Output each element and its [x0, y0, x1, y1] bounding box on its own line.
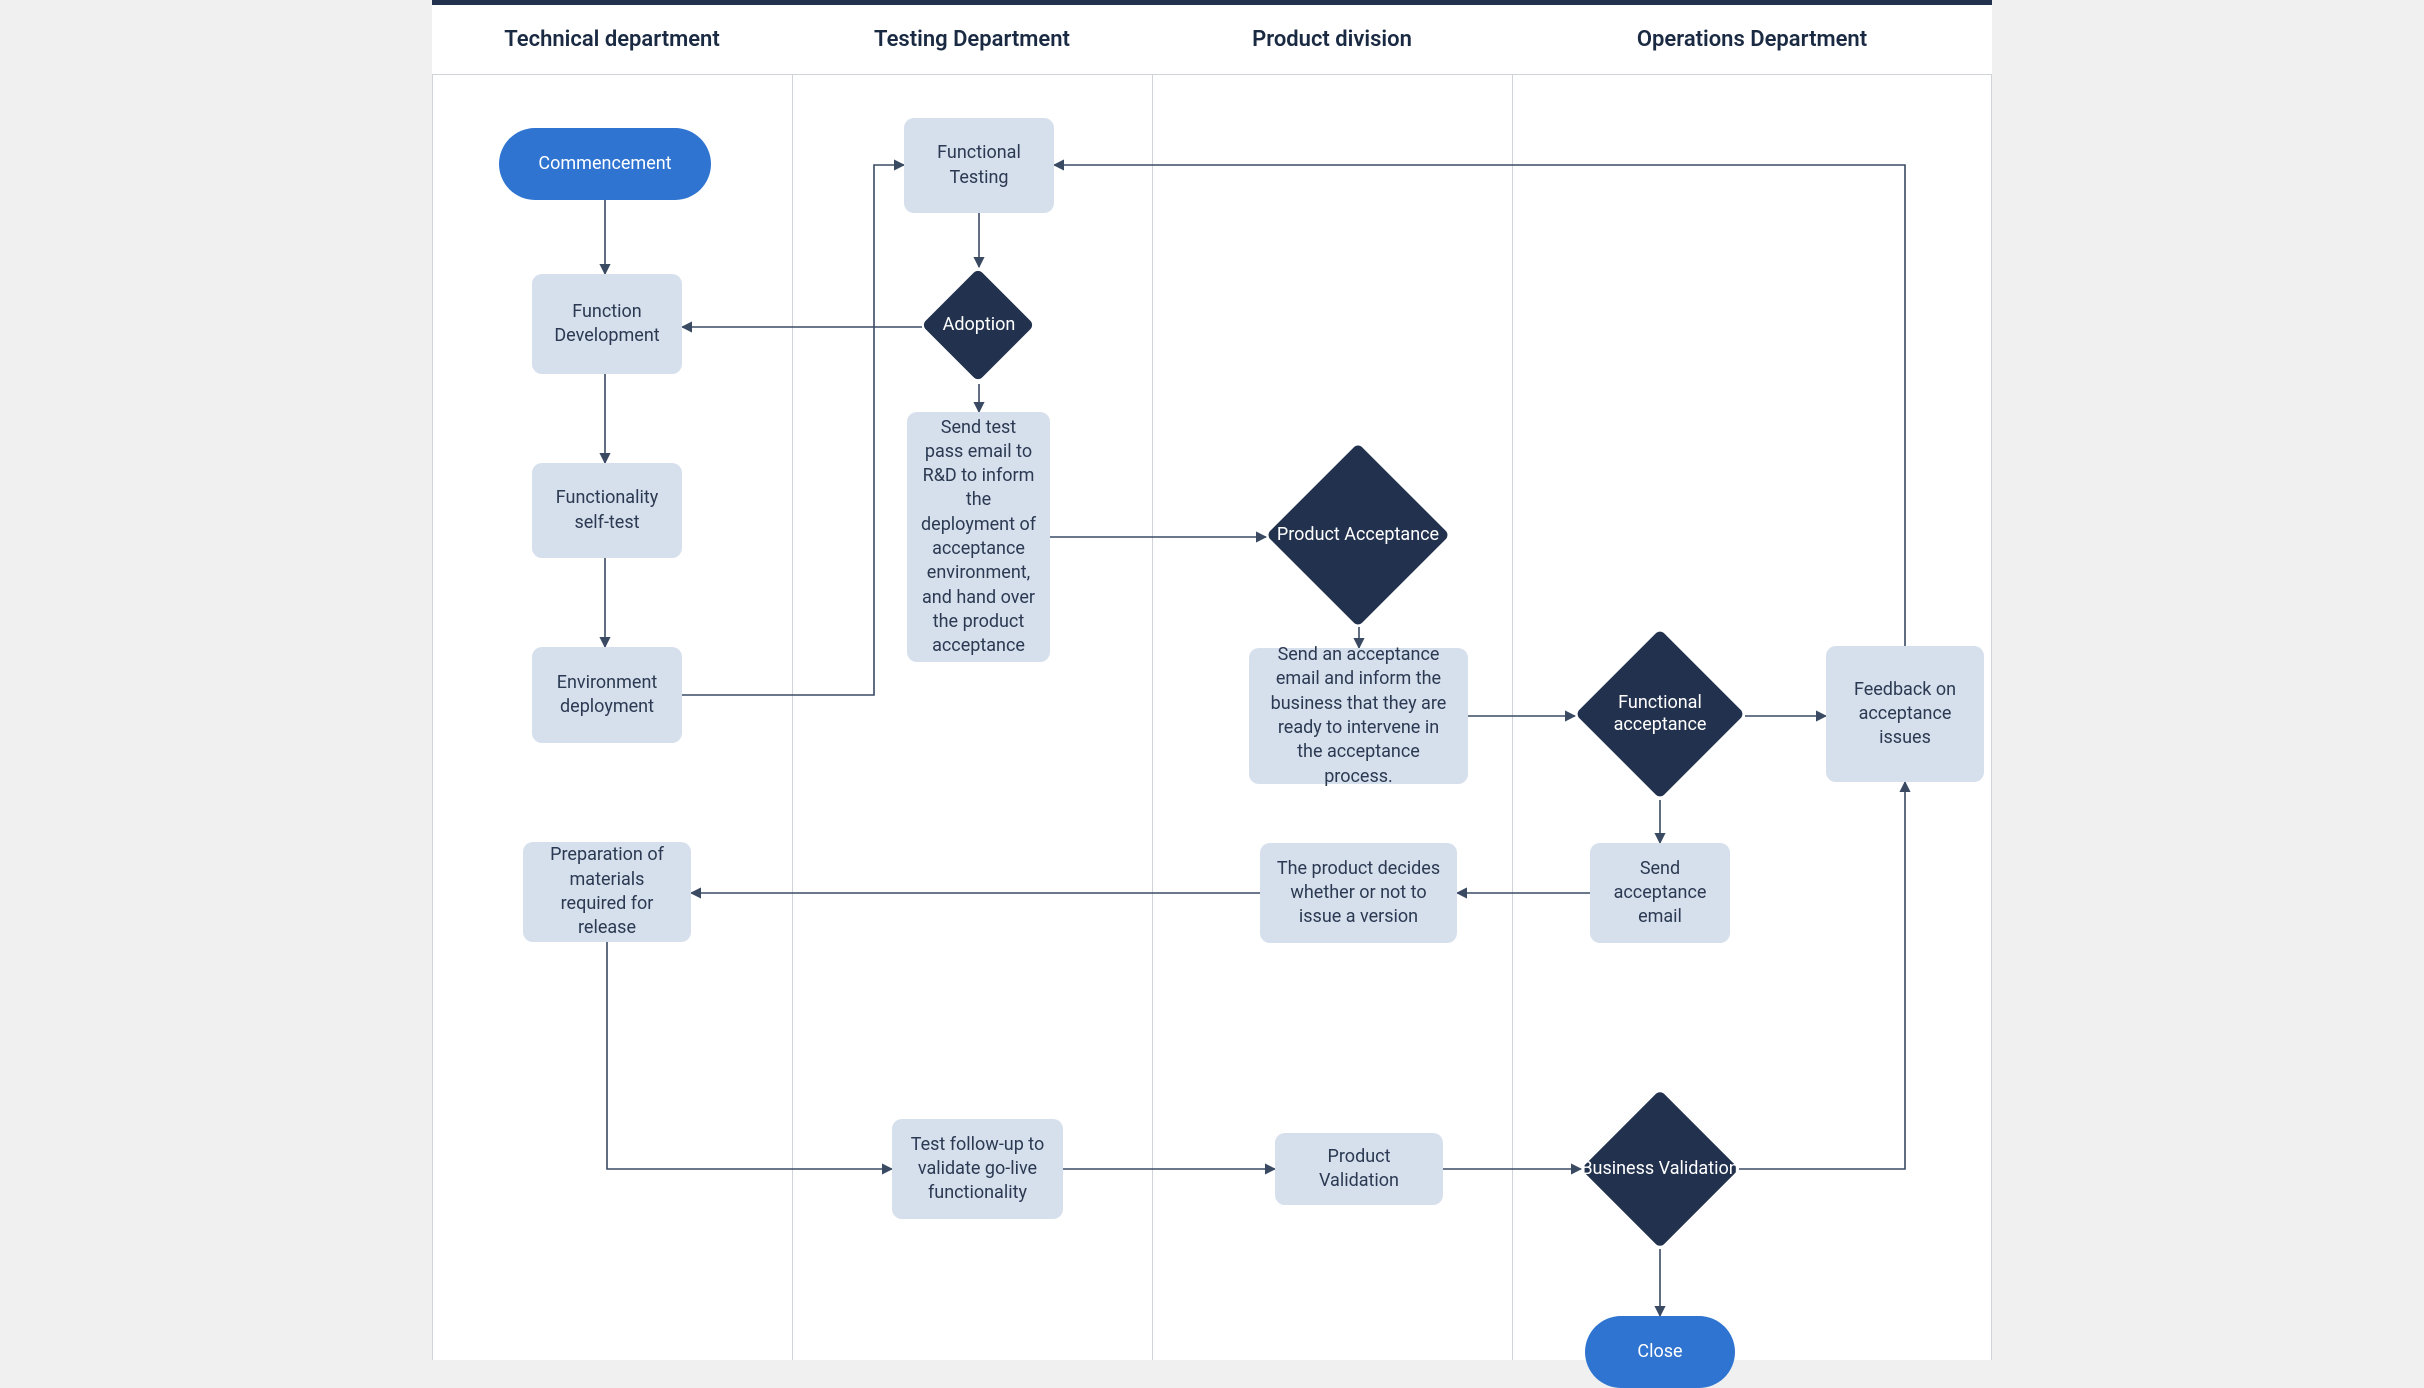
- lane-separator: [432, 75, 433, 1360]
- node-send-acceptance-inform: Send an acceptance email and inform the …: [1249, 648, 1468, 784]
- lane-header-ops: Operations Department: [1512, 5, 1992, 75]
- node-close: Close: [1585, 1316, 1735, 1388]
- node-product-validation: Product Validation: [1275, 1133, 1443, 1205]
- node-adoption: [921, 268, 1034, 381]
- lane-header-tech: Technical department: [432, 5, 792, 75]
- node-functionality-self-test: Functionality self-test: [532, 463, 682, 558]
- edge: [1739, 782, 1905, 1169]
- node-product-decides: The product decides whether or not to is…: [1260, 843, 1457, 943]
- node-function-development: Function Development: [532, 274, 682, 374]
- edge: [607, 942, 892, 1169]
- node-product-acceptance: [1266, 443, 1450, 627]
- lane-separator: [1512, 75, 1513, 1360]
- node-business-validation: [1581, 1090, 1739, 1248]
- node-send-acceptance-email: Send acceptance email: [1590, 843, 1730, 943]
- node-feedback: Feedback on acceptance issues: [1826, 646, 1984, 782]
- node-functional-acceptance: [1575, 629, 1745, 799]
- edge: [682, 165, 904, 695]
- lane-separator: [1152, 75, 1153, 1360]
- edge: [1054, 165, 1905, 646]
- lane-separator: [1991, 75, 1992, 1360]
- lane-header-testing: Testing Department: [792, 5, 1152, 75]
- node-environment-deployment: Environment deployment: [532, 647, 682, 743]
- lane-header-product: Product division: [1152, 5, 1512, 75]
- node-prep-materials: Preparation of materials required for re…: [523, 842, 691, 942]
- lane-separator: [792, 75, 793, 1360]
- node-send-test-pass: Send test pass email to R&D to inform th…: [907, 412, 1050, 662]
- node-commencement: Commencement: [499, 128, 711, 200]
- swimlane-canvas: Technical department Testing Department …: [432, 0, 1992, 1360]
- node-functional-testing: Functional Testing: [904, 118, 1054, 213]
- node-test-followup: Test follow-up to validate go-live funct…: [892, 1119, 1063, 1219]
